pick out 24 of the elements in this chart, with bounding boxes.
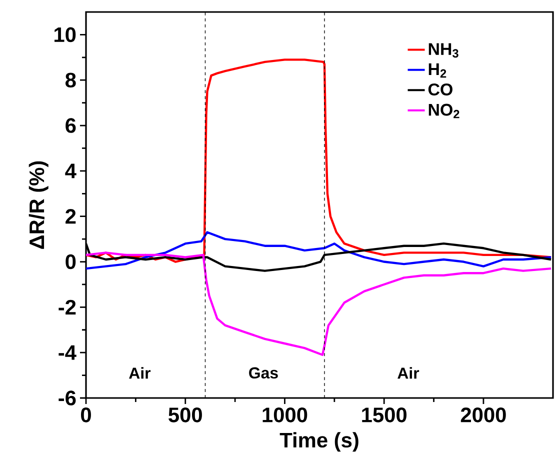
legend-label: CO xyxy=(428,83,452,96)
y-tick-label: -4 xyxy=(58,345,76,360)
x-tick-label: 1000 xyxy=(262,408,308,422)
x-tick-label: 2000 xyxy=(460,408,506,422)
y-tick-label: 10 xyxy=(54,27,76,42)
x-tick-label: 0 xyxy=(81,408,91,422)
x-tick-label: 500 xyxy=(168,408,202,422)
y-tick-label: 4 xyxy=(65,164,76,178)
y-tick-label: -2 xyxy=(58,300,76,314)
legend-label: NO$_{2}$ xyxy=(428,104,460,118)
x-axis-title: Time (s) xyxy=(280,432,358,452)
y-axis-title: ΔR/R (%) xyxy=(28,161,48,249)
y-tick-label: -6 xyxy=(58,390,76,406)
line-series xyxy=(86,231,552,270)
y-tick-label: 6 xyxy=(66,118,76,133)
x-tick-label: 1500 xyxy=(362,408,406,422)
y-tick-label: 0 xyxy=(66,254,76,270)
y-tick-label: 8 xyxy=(66,72,76,88)
legend-label: H$_{2}$ xyxy=(428,63,446,78)
annotation: Gas xyxy=(249,367,278,379)
annotation: Air xyxy=(398,367,420,379)
annotation: Air xyxy=(129,367,151,379)
legend-label: NH$_{3}$ xyxy=(428,43,458,58)
y-tick-label: 2 xyxy=(66,209,76,224)
